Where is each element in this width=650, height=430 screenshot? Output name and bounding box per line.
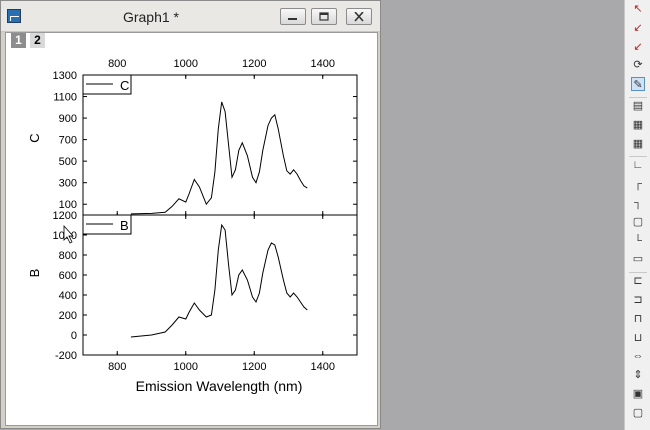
x-tick-label-bottom: 1200	[242, 361, 266, 373]
graph-window: Graph1 * 1 2 800 800 1000 1000 1200 1200 1400 1…	[0, 0, 381, 429]
layer-tab-2[interactable]: 2	[30, 33, 45, 48]
axis-l-icon[interactable]: ∟	[632, 159, 644, 172]
close-icon	[354, 11, 364, 22]
graph-tools-toolbar: ↖ ↙ ↙ ⟳ ✎ ▤ ▦ ▦ ∟ ┌ ┐ ▢ └ ▭ ⊏ ⊐ ⊓ ⊔ ⇔ ⇕ ▣ ▢	[624, 0, 650, 430]
y-tick-label: 600	[59, 270, 77, 282]
group-icon[interactable]: ▣	[632, 388, 644, 400]
maximize-button[interactable]	[311, 8, 337, 25]
y-tick-label: 200	[59, 310, 77, 322]
y-tick-label: 100	[59, 199, 77, 211]
x-tick-label-bottom: 1000	[174, 361, 198, 373]
same-height-icon[interactable]: ⇕	[633, 369, 643, 382]
x-tick-label-bottom: 800	[108, 361, 126, 373]
legend-c-label: C	[120, 78, 129, 93]
x-tick-label-top: 800	[108, 58, 126, 70]
ungroup-icon[interactable]: ▢	[632, 406, 644, 419]
minimize-button[interactable]	[280, 8, 306, 25]
panel-b-frame	[82, 214, 358, 356]
y-axis-title-c: C	[27, 133, 42, 142]
y-tick-label: 500	[59, 156, 77, 168]
align-top-icon[interactable]: ⊓	[633, 312, 643, 325]
panel-c-frame	[82, 74, 358, 216]
axis-t-icon[interactable]: ┌	[634, 178, 642, 191]
graph-window-icon[interactable]	[7, 9, 21, 23]
x-tick-label-top: 1000	[174, 58, 198, 70]
region-icon[interactable]: ↙	[633, 40, 643, 53]
axis-lb-icon[interactable]: └	[634, 234, 642, 247]
x-tick-label-bottom: 1400	[311, 361, 335, 373]
legend-c[interactable]: C	[82, 74, 132, 95]
series-line-c[interactable]	[130, 101, 308, 215]
y-tick-label: 1300	[53, 70, 77, 82]
x-tick-label-top: 1200	[242, 58, 266, 70]
align-center-icon[interactable]: ⊐	[633, 294, 643, 306]
close-button[interactable]	[346, 8, 372, 25]
toolbar-separator	[629, 272, 647, 274]
y-tick-label: 400	[59, 290, 77, 302]
toolbar-separator	[629, 97, 647, 98]
y-tick-label: 300	[59, 178, 77, 190]
graph-plot[interactable]: 8008001000100012001200140014001003005007…	[6, 33, 377, 425]
x-axis-title: Emission Wavelength (nm)	[136, 378, 303, 394]
mouse-cursor-icon	[63, 224, 74, 244]
speed-mode-icon[interactable]: ✎	[631, 77, 645, 92]
x-tick-label-top: 1400	[311, 58, 335, 70]
rotate-icon[interactable]: ⟳	[633, 59, 643, 72]
title-bar[interactable]: Graph1 *	[1, 1, 380, 32]
axis-misc-icon[interactable]: ▭	[632, 253, 644, 266]
minimize-icon	[288, 17, 297, 20]
same-width-icon[interactable]: ⇔	[632, 350, 644, 363]
y-tick-label: 900	[59, 113, 77, 125]
maximize-icon	[319, 11, 329, 21]
window-title: Graph1 *	[122, 9, 180, 25]
toolbar-separator	[629, 156, 647, 158]
align-bottom-icon[interactable]: ⊔	[633, 331, 643, 344]
axis-box-icon[interactable]: ▢	[632, 215, 644, 228]
graph-page: 1 2 800 800 1000 1000 1200 1200 1400 1400 100 300…	[5, 32, 378, 426]
layer-tab-1[interactable]: 1	[11, 33, 26, 48]
y-tick-label: 1100	[53, 92, 77, 104]
layer-icon[interactable]: ▤	[632, 100, 644, 112]
arrange-icon[interactable]: ▦	[632, 137, 644, 150]
legend-b[interactable]: B	[82, 214, 132, 235]
y-axis-title-b: B	[27, 269, 42, 278]
align-left-icon[interactable]: ⊏	[633, 275, 643, 288]
y-tick-label: 0	[71, 330, 77, 342]
y-tick-label: -200	[55, 350, 77, 362]
y-tick-label: 1200	[53, 210, 77, 222]
y-tick-label: 800	[59, 250, 77, 262]
scale-in-icon[interactable]: ↖	[633, 3, 643, 15]
y-tick-label: 700	[59, 135, 77, 147]
legend-b-label: B	[120, 218, 129, 233]
draw-data-icon[interactable]: ↙	[633, 21, 643, 34]
series-line-b[interactable]	[130, 223, 308, 338]
merge-icon[interactable]: ▦	[632, 118, 644, 131]
axis-r-icon[interactable]: ┐	[634, 197, 642, 209]
